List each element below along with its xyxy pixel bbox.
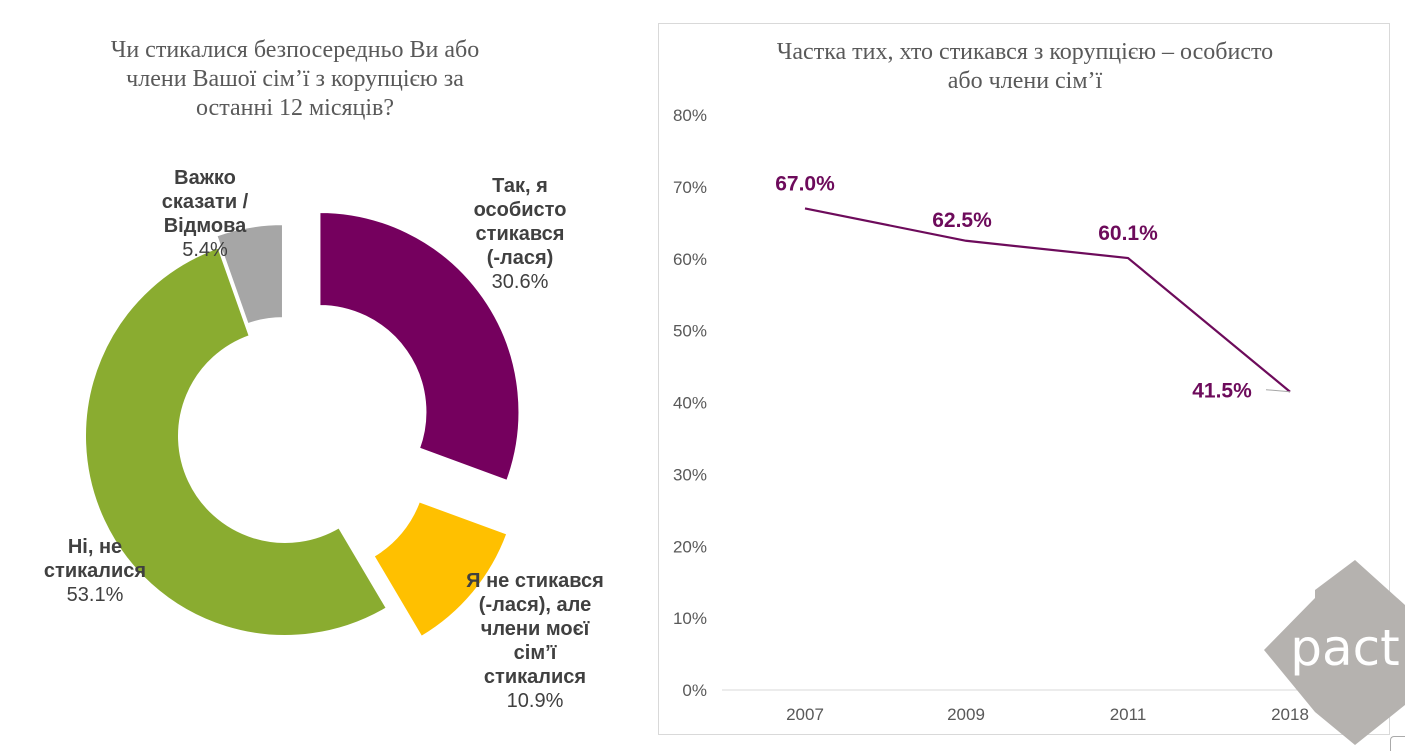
y-tick-label: 10% xyxy=(673,609,707,628)
y-tick-label: 40% xyxy=(673,394,707,413)
slice-value: 53.1% xyxy=(66,584,124,606)
slice-label-yes-personally: Так, я особисто стикався (-лася) 30.6% xyxy=(440,174,600,294)
data-label: 62.5% xyxy=(932,209,992,232)
x-tick-label: 2011 xyxy=(1110,705,1147,724)
y-tick-label: 20% xyxy=(673,537,707,556)
data-label: 67.0% xyxy=(775,172,835,195)
logo-text: pact xyxy=(1290,619,1399,677)
line-chart-panel xyxy=(658,23,1390,735)
donut-chart-title: Чи стикалися безпосередньо Ви або члени … xyxy=(110,37,480,121)
slice-label-no: Ні, не стикалися 53.1% xyxy=(30,535,160,607)
slice-value: 10.9% xyxy=(506,690,564,712)
slice-label-family: Я не стикався (-лася), але члени моєї сі… xyxy=(440,569,630,713)
slice-label-text: Я не стикався (-лася), але члени моєї сі… xyxy=(466,570,604,688)
series-line xyxy=(804,207,1291,393)
y-tick-label: 0% xyxy=(682,681,707,700)
donut-slice xyxy=(83,246,389,637)
slice-value: 5.4% xyxy=(182,239,228,261)
logo-shape xyxy=(1264,560,1405,745)
slice-label-text: Ні, не стикалися xyxy=(43,536,147,582)
line-chart-title: Частка тих, хто стикався з корупцією – о… xyxy=(776,39,1274,94)
data-label: 60.1% xyxy=(1098,222,1158,245)
y-tick-label: 50% xyxy=(673,322,707,341)
slice-label-text: Важко сказати / Відмова xyxy=(161,167,249,237)
slice-label-hard-to-say: Важко сказати / Відмова 5.4% xyxy=(140,166,270,262)
x-tick-label: 2018 xyxy=(1271,705,1309,724)
y-tick-label: 70% xyxy=(673,178,707,197)
data-label-leader-line xyxy=(1265,389,1291,393)
donut-slice xyxy=(215,223,284,326)
data-label: 41.5% xyxy=(1192,380,1252,403)
y-tick-label: 30% xyxy=(673,465,707,484)
slice-label-text: Так, я особисто стикався (-лася) xyxy=(473,175,567,269)
pact-logo: pact xyxy=(1264,560,1405,745)
x-tick-label: 2009 xyxy=(947,705,985,724)
y-tick-label: 60% xyxy=(673,250,707,269)
donut-slice xyxy=(372,500,509,639)
donut-slice xyxy=(318,210,521,483)
slice-value: 30.6% xyxy=(491,271,549,293)
y-tick-label: 80% xyxy=(673,106,707,125)
x-tick-label: 2007 xyxy=(786,705,824,724)
corner-mark xyxy=(1390,736,1405,751)
